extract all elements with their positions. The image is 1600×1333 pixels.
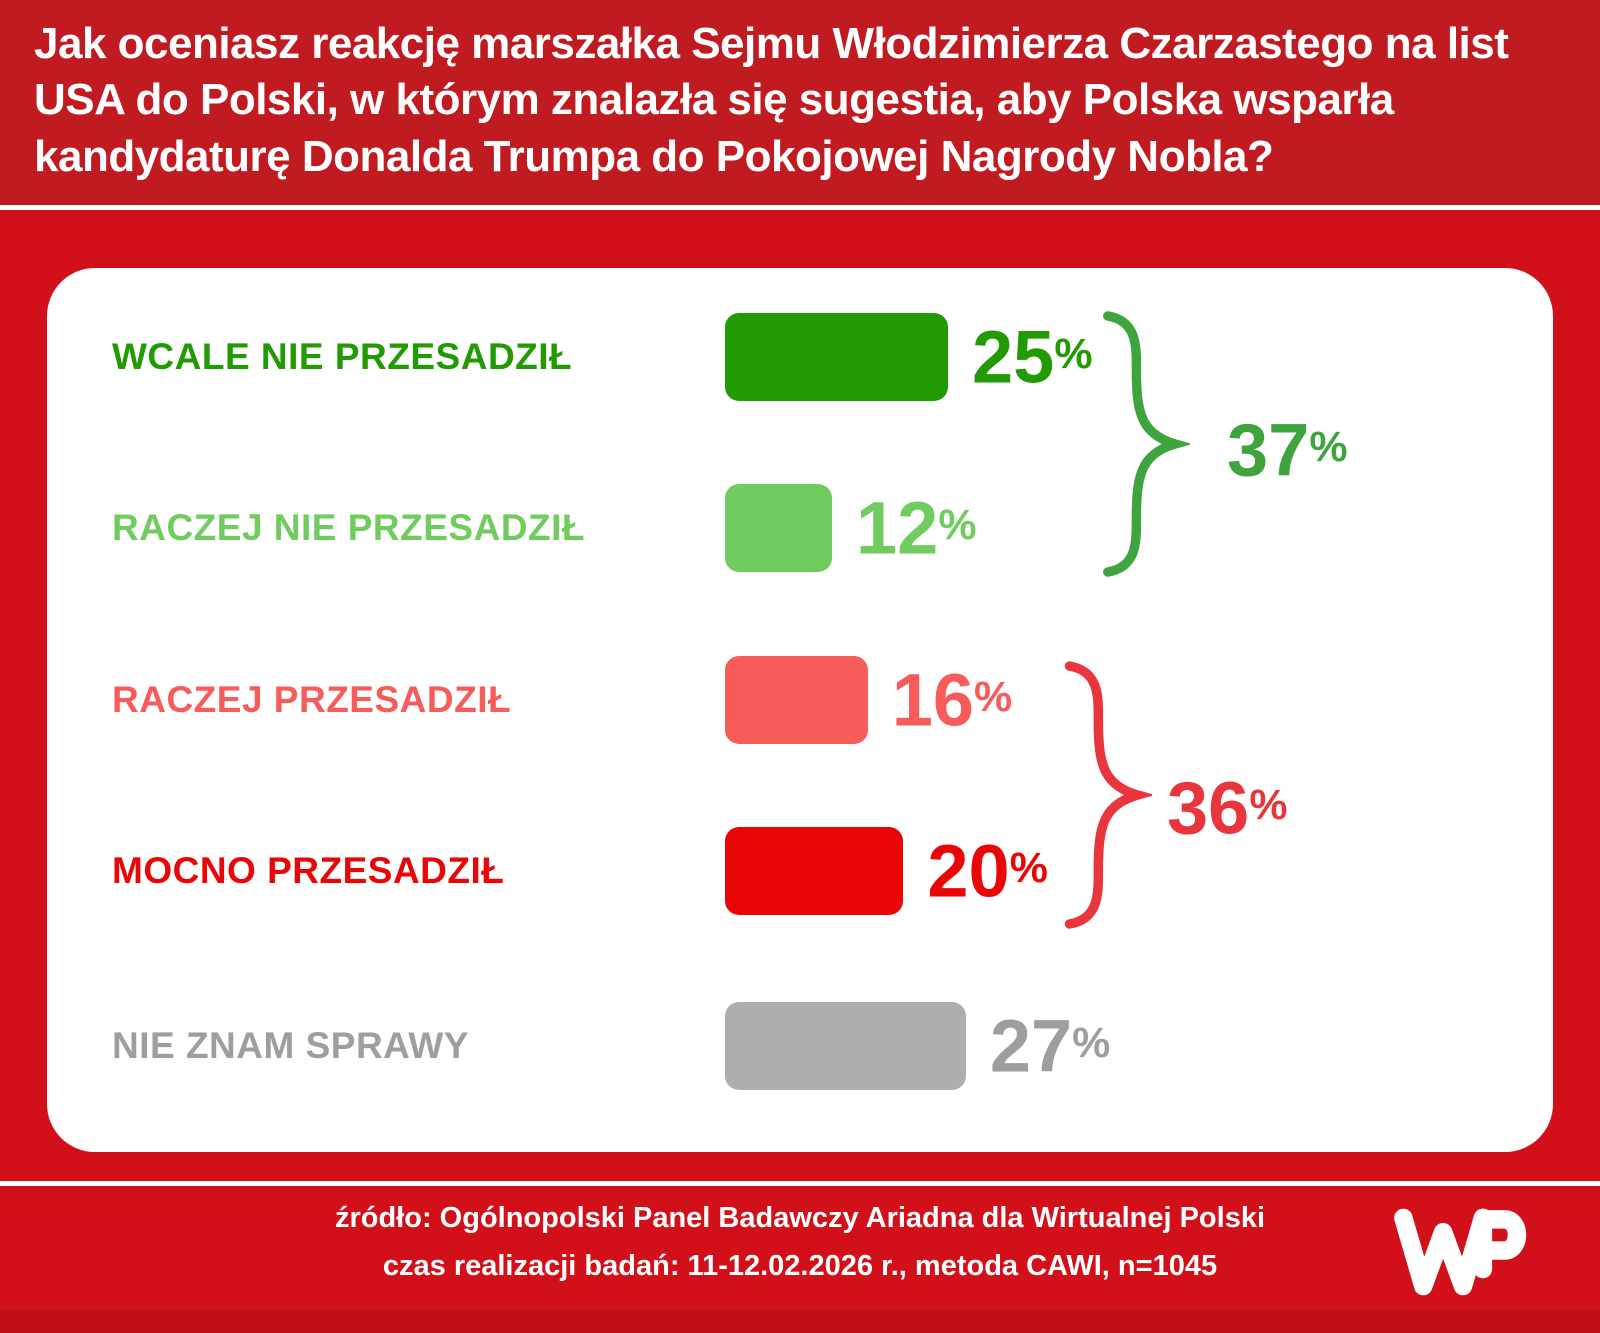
value-label: 12%	[856, 486, 976, 571]
category-label: NIE ZNAM SPRAWY	[112, 1025, 469, 1066]
bar-row: RACZEJ PRZESADZIŁ 16%	[47, 656, 1553, 744]
value-bar	[725, 656, 868, 744]
percent-sign: %	[1309, 422, 1348, 471]
source-line: źródło: Ogólnopolski Panel Badawczy Aria…	[334, 1202, 1266, 1234]
percent-sign: %	[1054, 329, 1093, 378]
value-label: 16%	[892, 658, 1012, 743]
bar-row: MOCNO PRZESADZIŁ 20%	[47, 827, 1553, 915]
value-number: 37	[1227, 408, 1310, 492]
value-bar	[725, 484, 833, 572]
category-label: WCALE NIE PRZESADZIŁ	[112, 336, 573, 377]
bottom-strip	[0, 1310, 1600, 1333]
value-number: 12	[856, 486, 939, 570]
positive-group-brace-icon	[1103, 311, 1190, 577]
bar-row: WCALE NIE PRZESADZIŁ 25%	[47, 313, 1553, 401]
percent-sign: %	[938, 500, 977, 549]
percent-sign: %	[974, 672, 1013, 721]
value-bar	[725, 1002, 966, 1090]
percent-sign: %	[1249, 780, 1288, 829]
category-label: RACZEJ NIE PRZESADZIŁ	[112, 507, 586, 548]
positive-group-total: 37%	[1227, 408, 1347, 493]
negative-group-brace-icon	[1064, 661, 1152, 929]
value-label: 25%	[972, 315, 1092, 400]
results-card: WCALE NIE PRZESADZIŁ 25% RACZEJ NIE PRZE…	[47, 268, 1553, 1152]
percent-sign: %	[1072, 1018, 1111, 1067]
bar-row: RACZEJ NIE PRZESADZIŁ 12%	[47, 484, 1553, 572]
category-label: RACZEJ PRZESADZIŁ	[112, 679, 512, 720]
percent-sign: %	[1009, 843, 1048, 892]
method-line: czas realizacji badań: 11-12.02.2026 r.,…	[382, 1250, 1218, 1282]
value-bar	[725, 313, 948, 401]
value-number: 25	[972, 315, 1055, 399]
value-number: 36	[1167, 766, 1250, 850]
header-divider	[0, 205, 1600, 210]
negative-group-total: 36%	[1167, 766, 1287, 851]
value-number: 16	[891, 658, 975, 742]
value-label: 27%	[990, 1004, 1110, 1089]
category-label: MOCNO PRZESADZIŁ	[112, 850, 505, 891]
question-title: Jak oceniasz reakcję marszałka Sejmu Wło…	[34, 19, 1509, 181]
wp-logo	[1394, 1208, 1527, 1296]
value-bar	[725, 827, 904, 915]
value-number: 20	[927, 829, 1010, 913]
bar-row: NIE ZNAM SPRAWY 27%	[47, 1002, 1553, 1090]
header-band: Jak oceniasz reakcję marszałka Sejmu Wło…	[0, 0, 1600, 205]
footer-divider	[0, 1181, 1600, 1186]
value-number: 27	[989, 1004, 1073, 1088]
value-label: 20%	[927, 829, 1047, 914]
